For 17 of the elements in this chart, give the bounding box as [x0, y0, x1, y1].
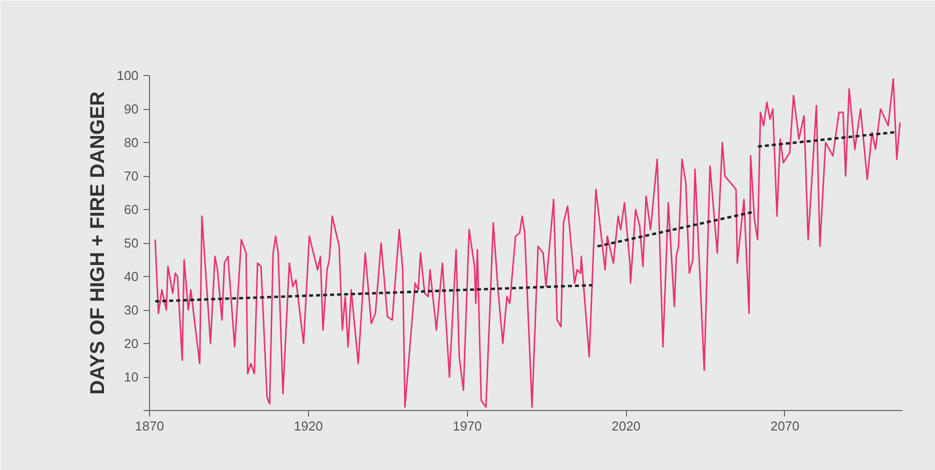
y-tick-label: 40 — [124, 269, 139, 284]
x-tick-label: 1870 — [135, 418, 164, 434]
y-tick-label: 20 — [124, 336, 139, 351]
y-tick-label: 30 — [124, 302, 139, 318]
y-axis-title: DAYS OF HIGH + FIRE DANGER — [86, 90, 109, 395]
x-tick-label: 1970 — [452, 418, 482, 434]
y-tick-label: 60 — [124, 202, 139, 217]
y-tick-label: 50 — [124, 236, 139, 250]
y-tick-label: 70 — [124, 168, 139, 184]
y-tick-label: 90 — [124, 102, 139, 116]
x-tick-label: 2020 — [612, 418, 641, 434]
x-tick-label: 2070 — [770, 418, 800, 434]
y-tick-label: 10 — [124, 370, 139, 384]
line-series — [154, 78, 901, 408]
x-tick-label: 1920 — [294, 418, 323, 434]
y-tick-label: 100 — [116, 68, 139, 83]
y-tick-label: 80 — [124, 135, 139, 150]
